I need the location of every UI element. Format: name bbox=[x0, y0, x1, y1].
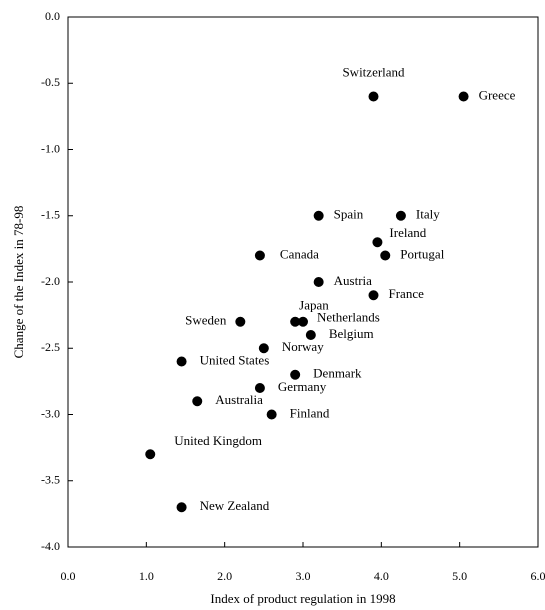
point bbox=[258, 343, 269, 354]
point bbox=[313, 210, 324, 221]
point bbox=[254, 250, 265, 261]
point bbox=[145, 449, 156, 460]
x-tick-label: 6.0 bbox=[531, 569, 545, 583]
point-label: France bbox=[389, 286, 425, 301]
point-label: Germany bbox=[278, 379, 327, 394]
point-label: Canada bbox=[280, 246, 319, 261]
point bbox=[176, 356, 187, 367]
point-label: Japan bbox=[299, 298, 329, 313]
point bbox=[192, 396, 203, 407]
point bbox=[176, 502, 187, 513]
x-tick-label: 1.0 bbox=[139, 569, 154, 583]
point bbox=[266, 409, 277, 420]
x-tick-label: 4.0 bbox=[374, 569, 389, 583]
y-tick-label: -2.0 bbox=[41, 274, 60, 288]
y-axis-label: Change of the Index in 78-98 bbox=[11, 206, 26, 359]
x-tick-label: 3.0 bbox=[296, 569, 311, 583]
point-label: Austria bbox=[334, 273, 373, 288]
point bbox=[290, 369, 301, 380]
point-label: New Zealand bbox=[200, 498, 270, 513]
point bbox=[254, 383, 265, 393]
point-label: Portugal bbox=[400, 246, 444, 261]
point-label: United States bbox=[200, 352, 270, 367]
y-tick-label: -1.0 bbox=[41, 141, 60, 155]
y-tick-label: -1.5 bbox=[41, 208, 60, 222]
point bbox=[372, 237, 383, 248]
point bbox=[298, 316, 308, 327]
point-label: Denmark bbox=[313, 366, 362, 381]
point bbox=[458, 91, 469, 102]
point-label: Australia bbox=[215, 392, 263, 407]
y-tick-label: -2.5 bbox=[41, 340, 60, 354]
y-tick-label: 0.0 bbox=[45, 9, 60, 23]
point-label: Sweden bbox=[185, 313, 227, 328]
x-tick-label: 0.0 bbox=[61, 569, 76, 583]
y-tick-label: -4.0 bbox=[41, 539, 60, 553]
point bbox=[305, 330, 316, 340]
point-label: Netherlands bbox=[317, 310, 380, 325]
point-label: Ireland bbox=[389, 225, 426, 240]
point bbox=[235, 316, 246, 327]
point bbox=[368, 290, 379, 301]
point-label: Greece bbox=[479, 87, 516, 102]
x-tick-label: 2.0 bbox=[217, 569, 232, 583]
point-label: Belgium bbox=[329, 326, 374, 341]
point-label: Finland bbox=[290, 405, 330, 420]
point-label: Norway bbox=[282, 339, 324, 354]
point bbox=[380, 250, 391, 261]
point bbox=[313, 277, 324, 287]
point bbox=[290, 316, 301, 327]
point-label: Switzerland bbox=[342, 64, 405, 79]
point bbox=[395, 210, 406, 221]
y-tick-label: -0.5 bbox=[41, 75, 60, 89]
point-label: Italy bbox=[416, 207, 440, 222]
x-tick-label: 5.0 bbox=[452, 569, 467, 583]
y-tick-label: -3.5 bbox=[41, 473, 60, 487]
y-tick-label: -3.0 bbox=[41, 406, 60, 420]
point bbox=[368, 91, 379, 102]
x-axis-label: Index of product regulation in 1998 bbox=[210, 591, 395, 606]
point-label: United Kingdom bbox=[174, 433, 262, 448]
point-label: Spain bbox=[334, 207, 364, 222]
